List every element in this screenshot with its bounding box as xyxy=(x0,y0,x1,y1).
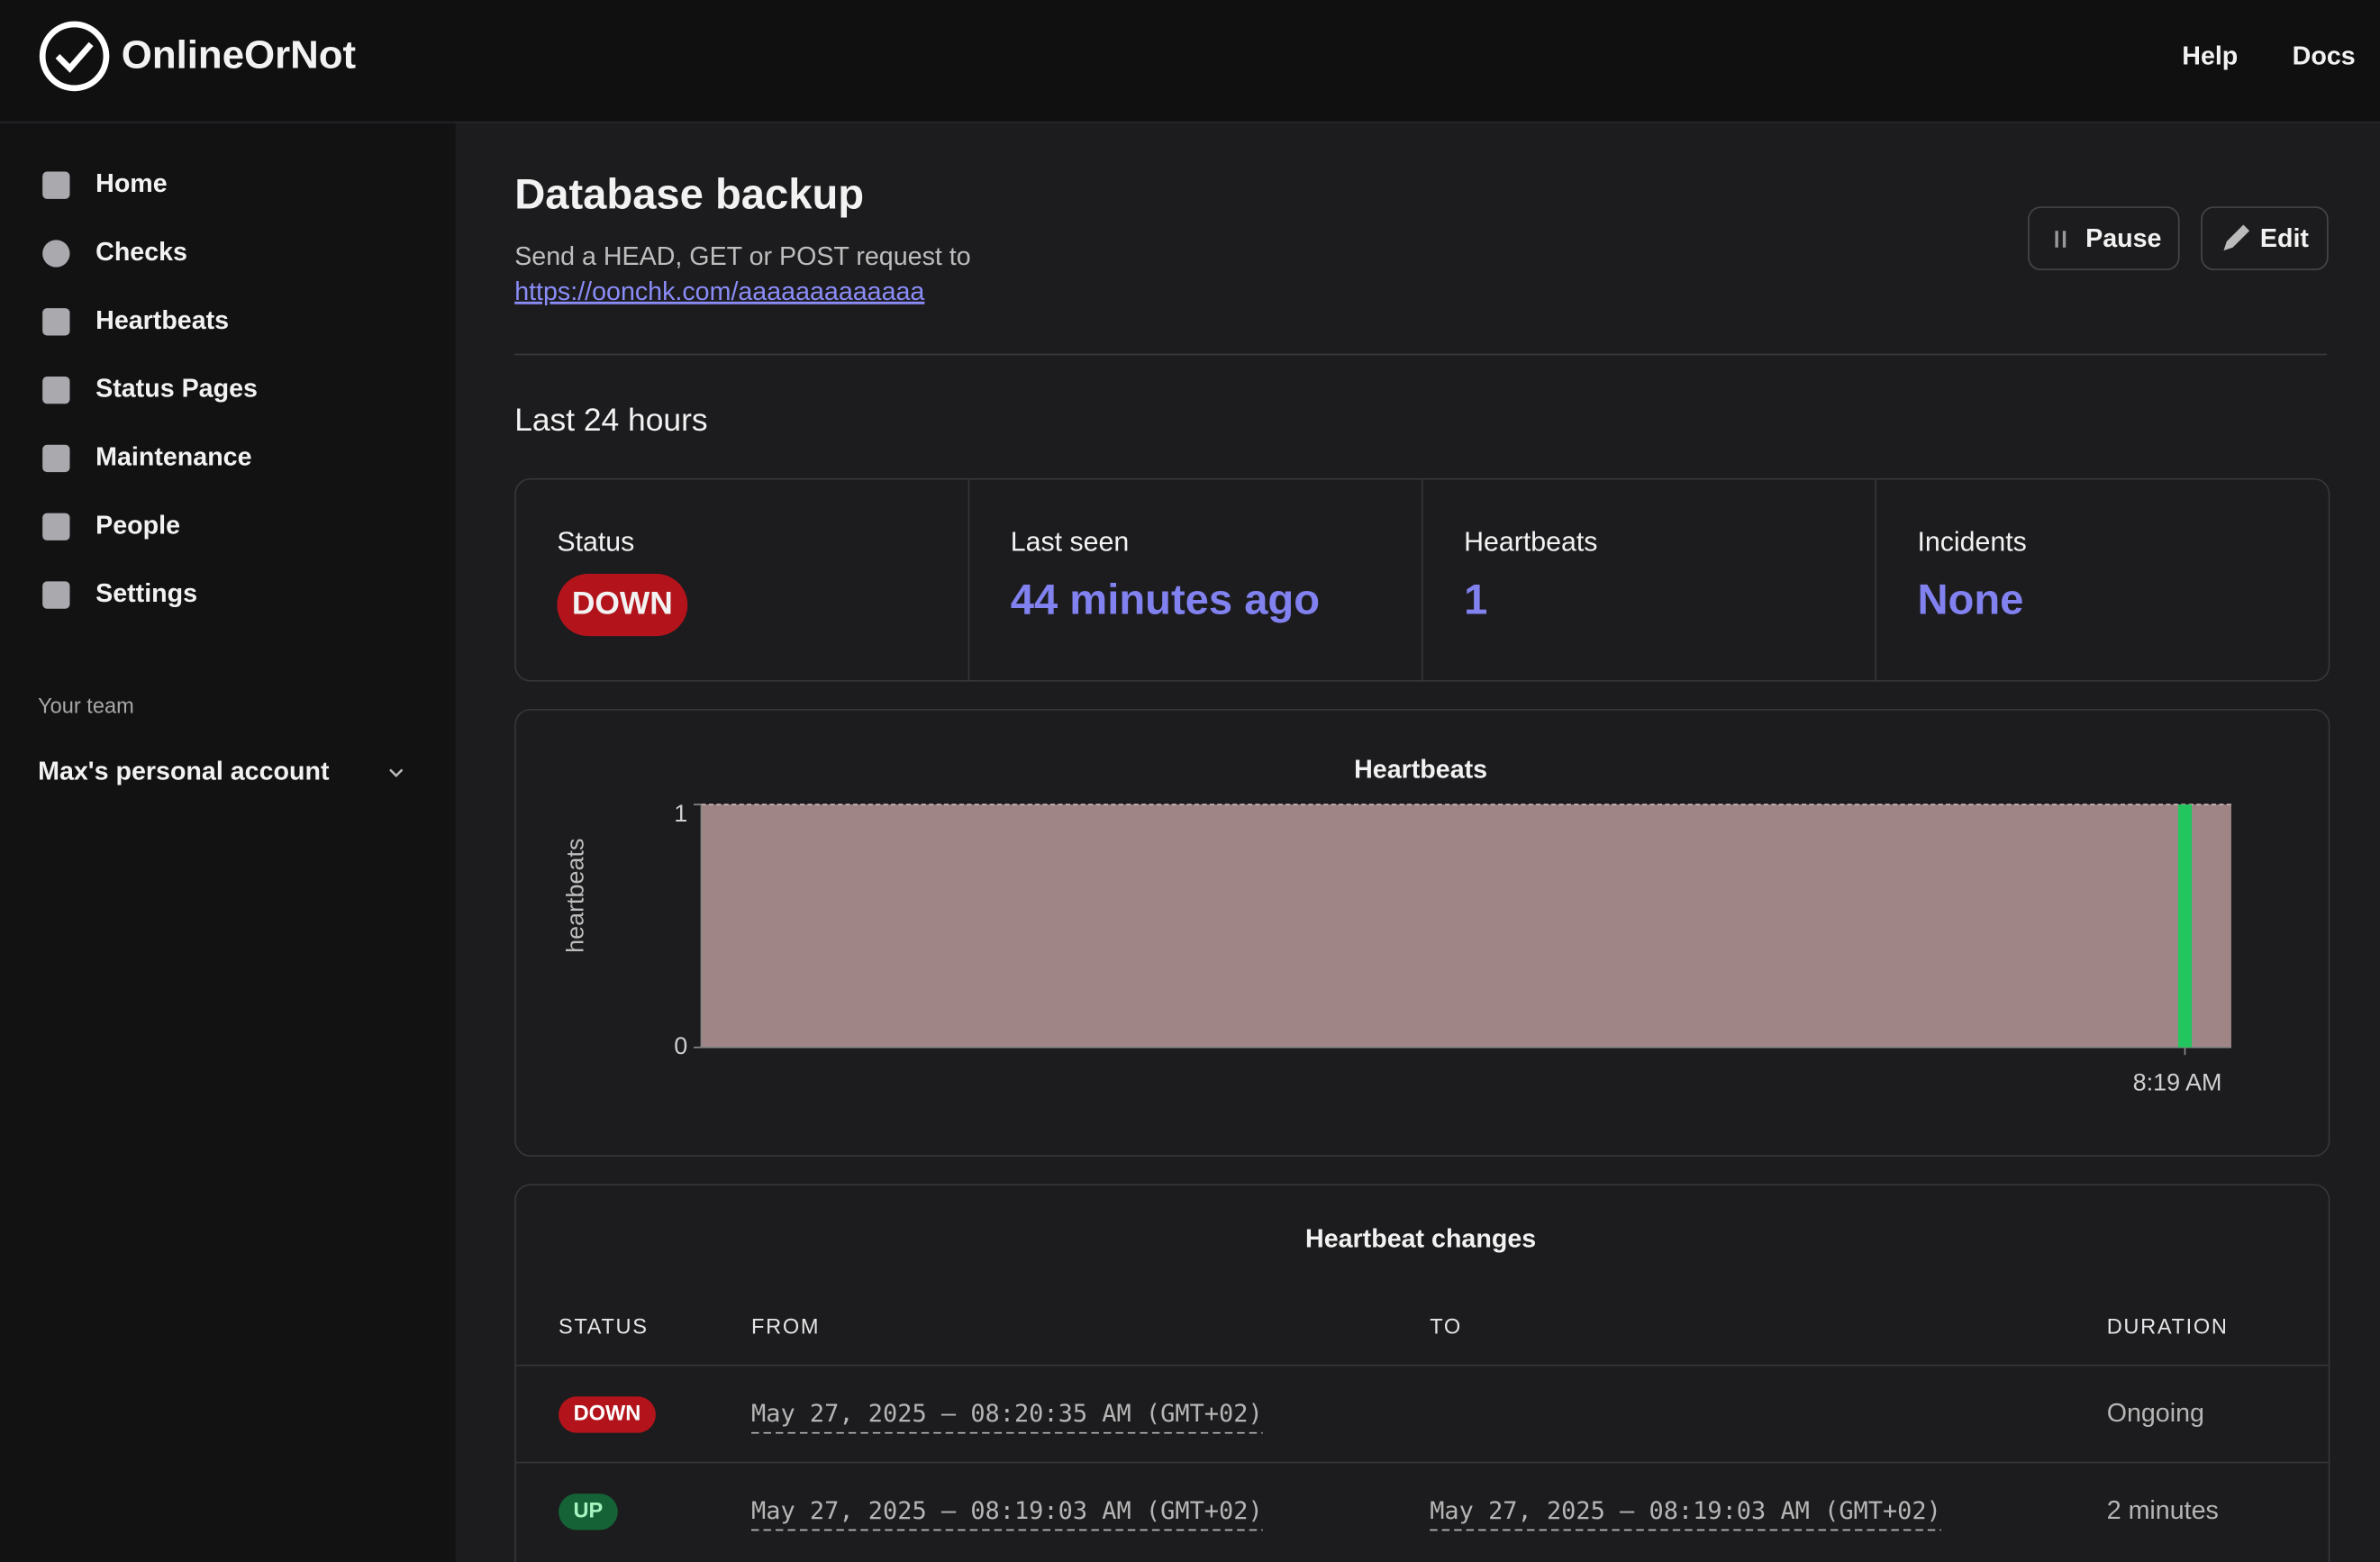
nav-item[interactable]: Settings xyxy=(95,579,197,608)
timestamp: May 27, 2025 – 08:19:03 AM (GMT+02) xyxy=(1430,1497,1941,1525)
pause-icon xyxy=(2055,231,2067,248)
pause-button[interactable] xyxy=(2028,206,2180,271)
stat-value: 44 minutes ago xyxy=(1011,575,1320,622)
nav-icon xyxy=(42,171,70,199)
stats: Status DOWN Last seen 44 minutes ago Heartbe… xyxy=(557,479,2027,680)
stat-value: DOWN xyxy=(572,586,673,622)
nav-icon xyxy=(42,376,70,404)
logo-check xyxy=(55,41,94,73)
table-card xyxy=(514,1184,2330,1562)
nav-item[interactable]: Heartbeats xyxy=(95,306,229,335)
status-badge xyxy=(559,1396,656,1433)
column-header: STATUS xyxy=(559,1315,649,1339)
stat-label: Incidents xyxy=(1918,527,2027,557)
nav-item[interactable]: People xyxy=(95,511,180,540)
stat-value: 1 xyxy=(1464,575,1487,622)
nav-item[interactable]: Home xyxy=(95,169,168,198)
section-title: Last 24 hours xyxy=(514,403,707,438)
nav-item[interactable]: Checks xyxy=(95,238,187,267)
table-title: Heartbeat changes xyxy=(1305,1224,1536,1253)
timestamp: May 27, 2025 – 08:19:03 AM (GMT+02) xyxy=(751,1497,1263,1525)
status-label: UP xyxy=(574,1499,604,1522)
edit-icon xyxy=(2223,224,2250,251)
stat-value: None xyxy=(1918,575,2024,622)
bar xyxy=(2177,804,2193,1048)
column-header: FROM xyxy=(751,1315,820,1339)
team-select[interactable]: Max's personal account xyxy=(38,757,330,786)
logo[interactable] xyxy=(39,21,110,92)
status-badge xyxy=(559,1494,618,1530)
column-header: DURATION xyxy=(2107,1315,2229,1339)
description: Send a HEAD, GET or POST request to xyxy=(514,242,970,271)
table: STATUS FROM TO DURATION DOWN May 27, 2025 – 0… xyxy=(515,1315,2329,1531)
timestamp: May 27, 2025 – 08:20:35 AM (GMT+02) xyxy=(751,1400,1263,1428)
nav-icon xyxy=(42,240,70,268)
nav-icon xyxy=(42,581,70,609)
brand[interactable]: OnlineOrNot xyxy=(122,33,357,77)
stat-label: Status xyxy=(557,527,634,557)
url-link[interactable]: https://oonchk.com/aaaaaaaaaaaaa xyxy=(514,277,924,306)
nav-icon xyxy=(42,513,70,540)
nav-item[interactable]: Status Pages xyxy=(95,375,258,404)
x-tick-label: 8:19 AM xyxy=(2133,1068,2222,1095)
page-title: Database backup xyxy=(514,170,864,218)
pause-label: Pause xyxy=(2085,224,2161,253)
nav-icon xyxy=(42,308,70,336)
duration: 2 minutes xyxy=(2107,1496,2219,1525)
column-header: TO xyxy=(1430,1315,1462,1339)
chevron xyxy=(389,768,404,777)
y-tick-label: 0 xyxy=(674,1032,687,1059)
status-label: DOWN xyxy=(574,1402,641,1425)
stat-label: Heartbeats xyxy=(1464,527,1597,557)
docs-link[interactable]: Docs xyxy=(2293,42,2356,71)
nav-icon xyxy=(42,444,70,473)
chart: Heartbeats heartbeats 0 1 8:19 AM xyxy=(561,756,2231,1095)
help-link[interactable]: Help xyxy=(2182,42,2238,71)
nav: Home Checks Heartbeats Status Pages Maintena… xyxy=(42,169,258,609)
chart-title: Heartbeats xyxy=(1354,756,1487,785)
y-axis-label: heartbeats xyxy=(561,839,588,953)
edit-label: Edit xyxy=(2260,224,2310,253)
y-tick-label: 1 xyxy=(674,800,687,827)
down-period xyxy=(701,804,2231,1048)
header xyxy=(0,0,2380,122)
duration: Ongoing xyxy=(2107,1399,2204,1428)
sidebar xyxy=(0,121,456,1562)
team-label: Your team xyxy=(38,695,134,718)
stat-label: Last seen xyxy=(1011,527,1129,557)
status-badge xyxy=(557,574,688,637)
nav-item[interactable]: Maintenance xyxy=(95,443,251,472)
edit-button[interactable] xyxy=(2201,206,2329,271)
